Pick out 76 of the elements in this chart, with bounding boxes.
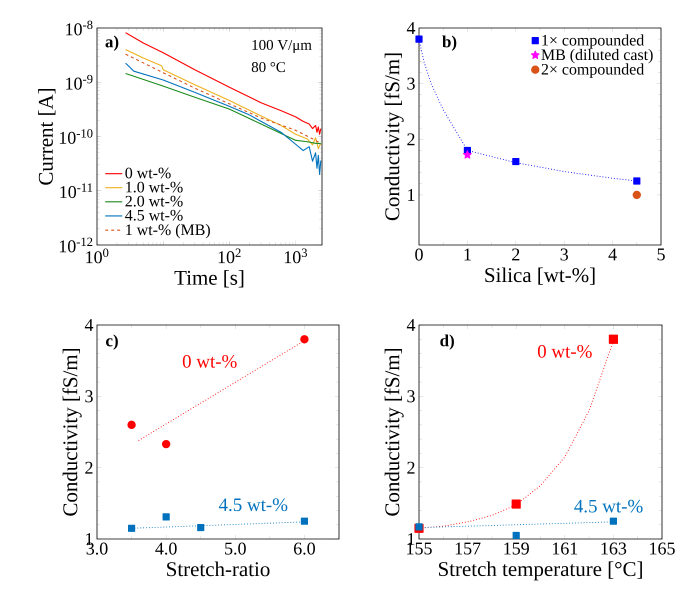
y-tick-label: 2 bbox=[85, 462, 92, 474]
series-label: 0 wt-% bbox=[538, 344, 592, 358]
point bbox=[300, 518, 308, 525]
x-axis-title: Stretch temperature [°C] bbox=[438, 561, 642, 580]
x-tick-label: 155 bbox=[407, 542, 432, 555]
y-tick-label: 10$^{-10}$ bbox=[60, 129, 92, 144]
x-axis-title: Stretch-ratio bbox=[167, 562, 270, 576]
x-tick-label: 159 bbox=[504, 542, 529, 555]
y-tick-label: 2 bbox=[407, 462, 415, 474]
x-tick-label: 0 bbox=[415, 248, 423, 261]
x-tick-label: 6.0 bbox=[294, 542, 315, 555]
x-tick-label: 157 bbox=[456, 542, 481, 555]
y-axis-title: Current [A] bbox=[38, 88, 56, 185]
series-label: 4.5 wt-% bbox=[218, 498, 288, 512]
y-tick-label: 3 bbox=[407, 78, 415, 90]
point bbox=[512, 532, 520, 540]
point bbox=[415, 523, 423, 530]
point bbox=[127, 420, 136, 430]
x-axis-title: Silica [wt-%] bbox=[485, 267, 595, 285]
x-tick-label: 4 bbox=[608, 248, 617, 260]
x-axis-title: Time [s] bbox=[174, 270, 244, 288]
point bbox=[512, 499, 521, 509]
text: 0 wt-% bbox=[182, 354, 237, 368]
series-label: 4.5 wt-% bbox=[574, 500, 643, 513]
y-axis-title: Conductivity [fS/m] bbox=[384, 348, 404, 516]
y-tick-label: 4 bbox=[84, 319, 94, 331]
x-tick-label: 10$^{3}$ bbox=[284, 248, 308, 264]
y-tick-label: 10$^{-9}$ bbox=[66, 74, 92, 90]
y-tick-label: 10$^{-8}$ bbox=[66, 20, 92, 36]
annotation: d) bbox=[440, 334, 454, 350]
x-tick-label: 5 bbox=[658, 248, 665, 260]
x-tick-label: 5.0 bbox=[225, 542, 246, 555]
x-tick-label: 163 bbox=[602, 542, 626, 555]
legend-label: 1.0 wt-% bbox=[126, 182, 183, 193]
y-axis-title: Conductivity [fS/m] bbox=[62, 348, 82, 516]
point bbox=[463, 150, 472, 159]
annotation: c) bbox=[106, 334, 118, 350]
point bbox=[128, 524, 136, 532]
x-tick-label: 3.0 bbox=[86, 542, 108, 555]
y-tick-label: 4 bbox=[406, 319, 416, 331]
legend-label: 0 wt-% bbox=[125, 168, 171, 178]
legend-label: 2.0 wt-% bbox=[125, 196, 183, 207]
annotation: 100 V/μm bbox=[252, 40, 312, 54]
y-tick-label: 4 bbox=[406, 22, 416, 34]
y-tick-label: 3 bbox=[85, 390, 93, 402]
annotation: a) bbox=[105, 36, 118, 51]
x-tick-label: 1 bbox=[464, 248, 471, 260]
y-tick-label: 1 bbox=[86, 533, 92, 545]
point bbox=[608, 334, 618, 344]
y-tick-label: 10$^{-11}$ bbox=[60, 183, 92, 198]
annotation: b) bbox=[442, 36, 456, 51]
point bbox=[162, 513, 170, 520]
legend-label: 1 wt-% (MB) bbox=[126, 224, 210, 238]
legend-label: 1× compounded bbox=[542, 34, 644, 49]
x-tick-label: 3 bbox=[560, 248, 568, 261]
y-tick-label: 2 bbox=[407, 133, 415, 146]
y-tick-label: 1 bbox=[408, 188, 414, 201]
x-tick-label: 4.0 bbox=[155, 542, 177, 555]
annotation: 80 °C bbox=[252, 62, 285, 72]
point bbox=[512, 158, 520, 166]
point bbox=[633, 177, 640, 185]
x-tick-label: 161 bbox=[552, 542, 578, 555]
legend-label: 2× compounded bbox=[542, 63, 644, 78]
point bbox=[415, 36, 423, 43]
point bbox=[610, 518, 617, 525]
y-axis-title: Conductivity [fS/m] bbox=[384, 53, 404, 220]
legend-label: 4.5 wt-% bbox=[125, 210, 183, 221]
x-tick-label: 2 bbox=[512, 248, 520, 260]
y-tick-label: 3 bbox=[407, 390, 415, 402]
legend-label: MB (diluted cast) bbox=[541, 48, 653, 64]
point bbox=[300, 335, 309, 344]
x-tick-label: 10$^{2}$ bbox=[218, 248, 241, 264]
point bbox=[197, 524, 204, 532]
point bbox=[632, 190, 641, 200]
x-tick-label: 165 bbox=[650, 542, 675, 555]
point bbox=[162, 440, 170, 448]
